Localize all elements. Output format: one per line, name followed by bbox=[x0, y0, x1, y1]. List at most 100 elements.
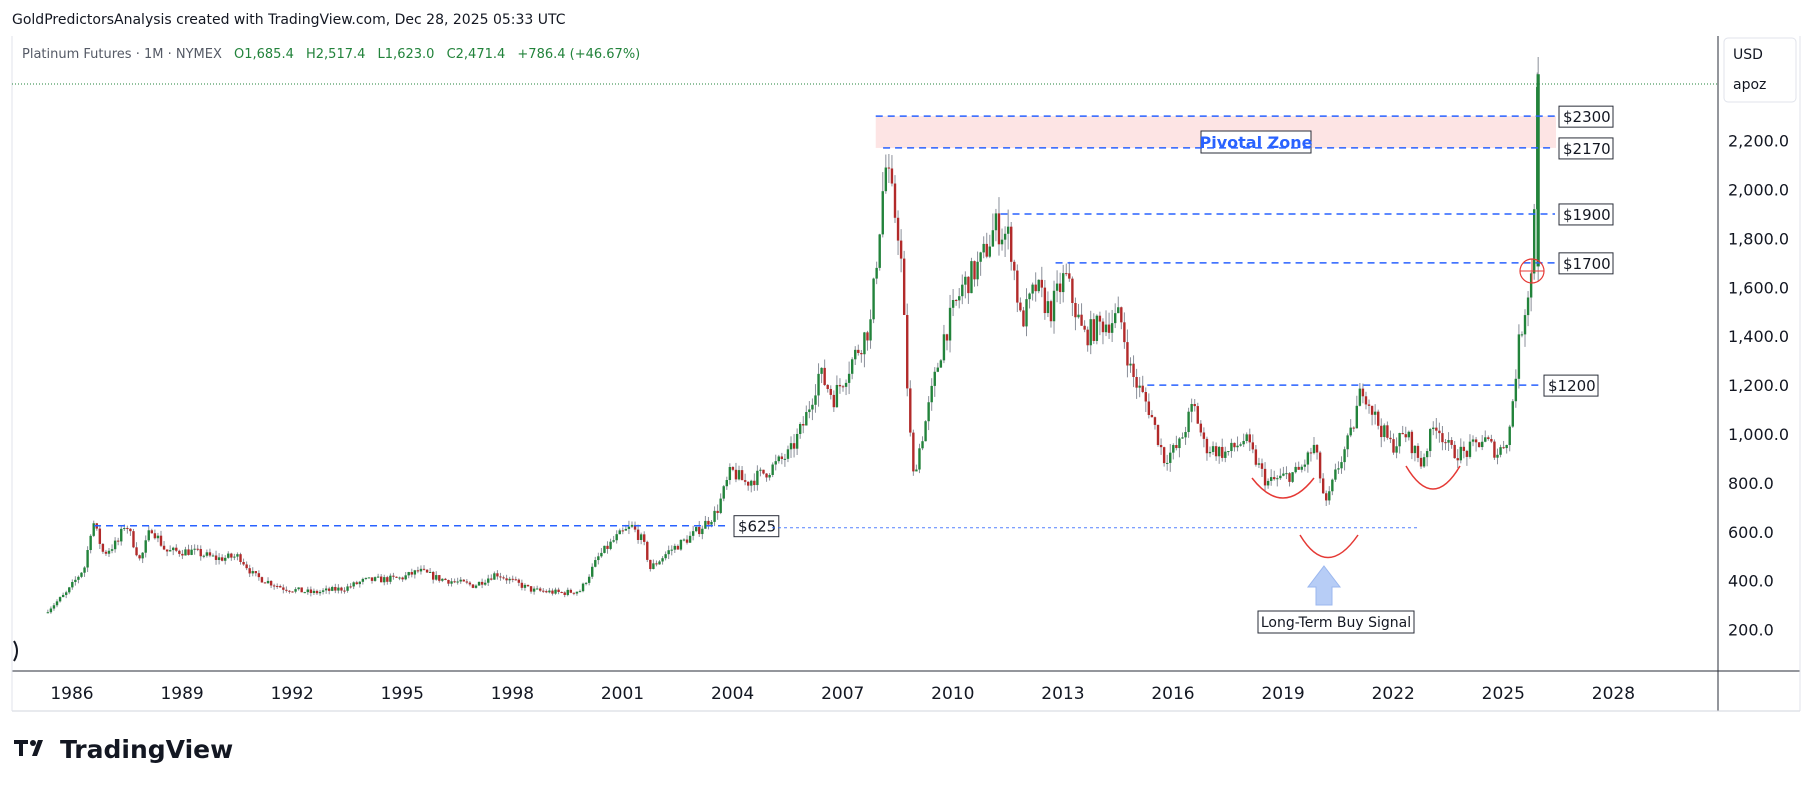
candle-body bbox=[988, 246, 992, 257]
candle-body bbox=[1285, 473, 1288, 475]
candle-body bbox=[1098, 315, 1102, 322]
y-tick-label: 400.0 bbox=[1728, 572, 1774, 591]
candle-body bbox=[514, 579, 517, 581]
candle-body bbox=[1113, 313, 1117, 324]
level-label-box-1900 bbox=[1558, 203, 1614, 226]
price-axis[interactable]: 200.0 400.0 600.0 800.0 1,000.0 1,200.0 1,400.… bbox=[1728, 132, 1789, 640]
candle-body bbox=[1373, 411, 1377, 415]
candle-body bbox=[1022, 310, 1025, 327]
candle-body bbox=[578, 591, 582, 593]
candle-body bbox=[1499, 447, 1502, 455]
candle-body bbox=[236, 554, 239, 557]
candle-body bbox=[765, 473, 768, 478]
candle-body bbox=[1224, 451, 1227, 458]
candle-body bbox=[731, 467, 735, 470]
candle-body bbox=[1107, 324, 1111, 333]
x-tick-label: 2019 bbox=[1261, 684, 1304, 704]
candle-body bbox=[74, 579, 77, 583]
candle-body bbox=[1016, 270, 1019, 303]
candle-body bbox=[239, 554, 242, 562]
candle-body bbox=[591, 566, 594, 577]
level-label-box-625 bbox=[733, 515, 780, 538]
candle-body bbox=[303, 592, 306, 594]
candle-body bbox=[850, 359, 854, 374]
candle-body bbox=[1266, 480, 1270, 486]
annotation-layer: Long-Term Buy Signal bbox=[1251, 258, 1545, 634]
candle-body bbox=[688, 535, 692, 543]
candle-body bbox=[1441, 433, 1444, 443]
candle-body bbox=[129, 528, 132, 532]
candle-body bbox=[636, 529, 640, 540]
candle-body bbox=[379, 576, 383, 583]
candle-body bbox=[1095, 315, 1099, 341]
pivotal-zone-label: Pivotal Zone bbox=[1200, 133, 1313, 152]
candle-body bbox=[80, 572, 83, 577]
candle-body bbox=[756, 470, 759, 486]
tv-logo-dot bbox=[30, 740, 36, 746]
candle-body bbox=[282, 587, 285, 590]
candle-body bbox=[508, 578, 511, 581]
candle-body bbox=[1325, 493, 1328, 501]
candle-body bbox=[1490, 438, 1493, 442]
buy-signal-label-box bbox=[1257, 610, 1415, 634]
candle-body bbox=[707, 520, 710, 525]
candle-body bbox=[664, 554, 667, 559]
candle-body bbox=[1383, 425, 1386, 438]
arc-right-shoulder bbox=[1405, 465, 1461, 490]
candle-body bbox=[1493, 441, 1496, 458]
currency-label[interactable]: USD bbox=[1733, 47, 1763, 63]
candle-body bbox=[529, 586, 533, 592]
y-tick-label: 1,800.0 bbox=[1728, 229, 1789, 248]
candle-body bbox=[1046, 301, 1050, 314]
x-tick-label: 1998 bbox=[491, 684, 534, 704]
candle-body bbox=[77, 576, 80, 580]
candle-body bbox=[64, 592, 68, 595]
candle-body bbox=[1459, 446, 1462, 461]
x-tick-label: 2028 bbox=[1592, 684, 1635, 704]
candle-body bbox=[1352, 427, 1355, 429]
candle-body bbox=[581, 583, 585, 592]
price-scale-menu[interactable] bbox=[1723, 37, 1797, 103]
candle-body bbox=[468, 582, 472, 585]
legend-close: C2,471.4 bbox=[447, 47, 506, 62]
legend-change: +786.4 (+46.67%) bbox=[517, 47, 640, 62]
x-tick-label: 2016 bbox=[1151, 684, 1194, 704]
candle-body bbox=[340, 587, 343, 591]
candle-body bbox=[165, 549, 169, 552]
candle-body bbox=[220, 557, 224, 561]
scale-mode-label[interactable]: apoz bbox=[1733, 77, 1766, 93]
candle-body bbox=[1141, 385, 1144, 393]
candle-body bbox=[587, 576, 591, 583]
candle-body bbox=[1487, 437, 1490, 439]
candle-body bbox=[838, 384, 842, 387]
candle-body bbox=[187, 549, 190, 555]
candle-body bbox=[618, 530, 621, 535]
candle-body bbox=[884, 167, 888, 192]
candle-body bbox=[789, 443, 793, 450]
candle-body bbox=[1263, 468, 1267, 486]
symbol-legend[interactable]: Platinum Futures · 1M · NYMEX O1,685.4 H… bbox=[22, 47, 640, 62]
candle-body bbox=[554, 589, 557, 594]
candle-body bbox=[1025, 299, 1028, 327]
candle-body bbox=[272, 585, 276, 587]
candle-body bbox=[242, 561, 245, 565]
candle-body bbox=[985, 243, 988, 257]
candle-body bbox=[878, 234, 881, 268]
time-axis[interactable]: 1986 1989 1992 1995 1998 2001 2004 2007 2010 2013… bbox=[13, 640, 1635, 704]
candle-body bbox=[1040, 279, 1043, 288]
candle-body-last bbox=[1536, 74, 1540, 267]
candle-body bbox=[178, 550, 181, 554]
candle-body bbox=[123, 528, 126, 530]
candle-body bbox=[1273, 477, 1276, 480]
candle-body bbox=[970, 261, 973, 294]
candle-body bbox=[1092, 319, 1095, 341]
candle-body bbox=[113, 540, 117, 550]
candle-body bbox=[224, 557, 227, 561]
buy-signal-arrow bbox=[1306, 565, 1342, 606]
y-tick-label: 1,600.0 bbox=[1728, 278, 1789, 297]
candle-body bbox=[1068, 273, 1071, 279]
candle-body bbox=[1523, 315, 1527, 335]
candle-body bbox=[193, 548, 196, 550]
candle-body bbox=[924, 421, 927, 442]
x-tick-label: 1995 bbox=[381, 684, 424, 704]
